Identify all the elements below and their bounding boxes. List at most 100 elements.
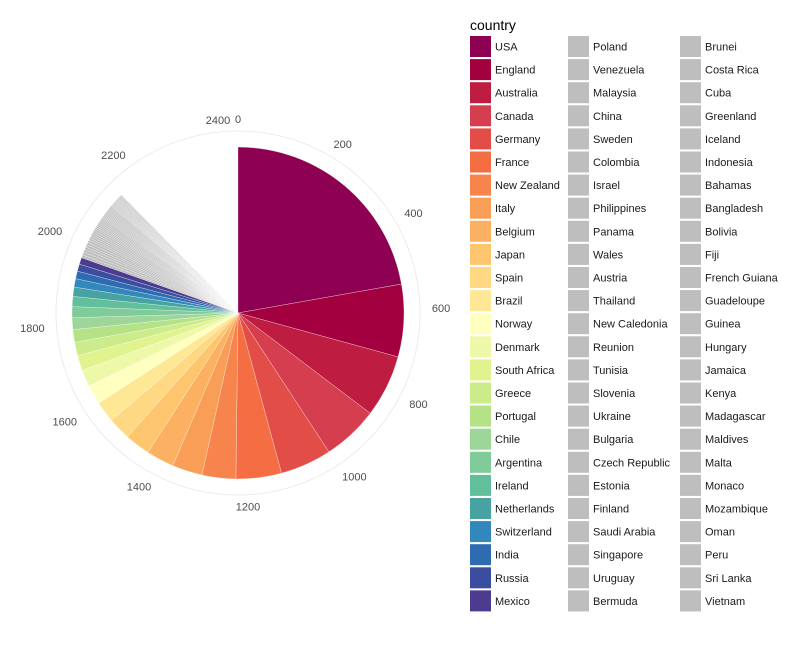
legend-label: Bermuda <box>593 596 639 608</box>
legend-label: Oman <box>705 527 735 539</box>
legend-item: Israel <box>568 174 620 196</box>
legend-label: Reunion <box>593 342 634 354</box>
legend-label: Canada <box>495 111 534 123</box>
legend-item: Sweden <box>568 128 633 150</box>
legend-label: South Africa <box>495 365 555 377</box>
legend-item: Bahamas <box>680 174 752 196</box>
legend-item: Malta <box>680 451 733 473</box>
legend-swatch <box>470 243 491 265</box>
legend-item: Reunion <box>568 336 634 358</box>
legend-item: Peru <box>680 544 728 566</box>
legend-label: Ireland <box>495 480 529 492</box>
legend-label: Australia <box>495 88 539 100</box>
legend-label: Slovenia <box>593 388 636 400</box>
legend-swatch <box>568 521 589 543</box>
legend-swatch <box>470 359 491 381</box>
legend-item: Switzerland <box>470 521 552 543</box>
legend-swatch <box>470 151 491 173</box>
legend-swatch <box>680 474 701 496</box>
tick-label: 800 <box>409 399 427 411</box>
legend-label: Indonesia <box>705 157 754 169</box>
legend-item: Jamaica <box>680 359 747 381</box>
legend-label: New Caledonia <box>593 319 668 331</box>
legend-swatch <box>568 243 589 265</box>
tick-label: 400 <box>404 208 422 220</box>
legend-label: Sri Lanka <box>705 573 752 585</box>
legend-label: Estonia <box>593 480 631 492</box>
legend-label: Chile <box>495 434 520 446</box>
legend-item: Italy <box>470 197 516 219</box>
legend-item: Czech Republic <box>568 451 671 473</box>
legend-label: Guinea <box>705 319 741 331</box>
legend-swatch <box>470 197 491 219</box>
pie-slice-vietnam <box>120 194 239 314</box>
legend-swatch <box>470 82 491 104</box>
tick-label: 0 <box>235 114 241 126</box>
legend-label: Tunisia <box>593 365 629 377</box>
pie-slices <box>71 146 405 480</box>
legend-swatch <box>568 590 589 612</box>
legend-item: Philippines <box>568 197 647 219</box>
legend-swatch <box>680 290 701 312</box>
tick-label: 1600 <box>53 416 77 428</box>
legend-swatch <box>568 451 589 473</box>
legend-swatch <box>470 382 491 404</box>
legend-item: Chile <box>470 428 520 450</box>
legend-label: England <box>495 65 535 77</box>
legend-label: Uruguay <box>593 573 635 585</box>
tick-label: 200 <box>334 139 352 151</box>
legend-label: Italy <box>495 203 516 215</box>
legend-item: England <box>470 59 535 81</box>
legend-label: Venezuela <box>593 65 645 77</box>
legend-swatch <box>568 174 589 196</box>
tick-label: 2000 <box>38 226 62 238</box>
legend-item: Poland <box>568 36 627 57</box>
legend-swatch <box>568 267 589 288</box>
legend-label: Malaysia <box>593 88 637 100</box>
legend-swatch <box>680 151 701 173</box>
legend-swatch <box>680 174 701 196</box>
legend-item: Fiji <box>680 243 719 265</box>
legend-label: Colombia <box>593 157 640 169</box>
legend-item: Denmark <box>470 336 540 358</box>
legend-item: Guadeloupe <box>680 290 765 312</box>
legend-swatch <box>470 474 491 496</box>
legend-swatch <box>568 382 589 404</box>
legend-items: USA England Australia Canada Germany France Ne… <box>470 36 779 612</box>
legend-label: Finland <box>593 504 629 516</box>
legend-label: Ukraine <box>593 411 631 423</box>
legend-swatch <box>470 174 491 196</box>
legend-swatch <box>680 267 701 288</box>
legend-label: France <box>495 157 529 169</box>
legend-item: Thailand <box>568 290 635 312</box>
legend-swatch <box>680 105 701 127</box>
legend-item: Germany <box>470 128 541 150</box>
legend-item: Vietnam <box>680 590 745 612</box>
legend-swatch <box>568 544 589 566</box>
legend-swatch <box>680 567 701 589</box>
legend-label: Brazil <box>495 296 523 308</box>
legend-label: Monaco <box>705 480 744 492</box>
legend-item: India <box>470 544 520 566</box>
legend-label: USA <box>495 42 518 54</box>
legend-item: Madagascar <box>680 405 766 427</box>
legend-item: Bermuda <box>568 590 639 612</box>
legend-swatch <box>568 151 589 173</box>
legend-item: Cuba <box>680 82 732 104</box>
legend-item: Greenland <box>680 105 756 127</box>
legend-item: French Guiana <box>680 267 779 288</box>
tick-label: 1000 <box>342 472 366 484</box>
legend-swatch <box>470 521 491 543</box>
legend-swatch <box>568 290 589 312</box>
legend-item: Slovenia <box>568 382 636 404</box>
legend-label: Belgium <box>495 226 535 238</box>
legend-label: Switzerland <box>495 527 552 539</box>
legend-item: Spain <box>470 267 523 288</box>
legend-label: Bahamas <box>705 180 752 192</box>
legend-swatch <box>470 428 491 450</box>
legend-swatch <box>680 498 701 519</box>
legend-swatch <box>680 451 701 473</box>
legend-item: Guinea <box>680 313 741 335</box>
legend-label: Brunei <box>705 42 737 54</box>
legend-item: Sri Lanka <box>680 567 752 589</box>
